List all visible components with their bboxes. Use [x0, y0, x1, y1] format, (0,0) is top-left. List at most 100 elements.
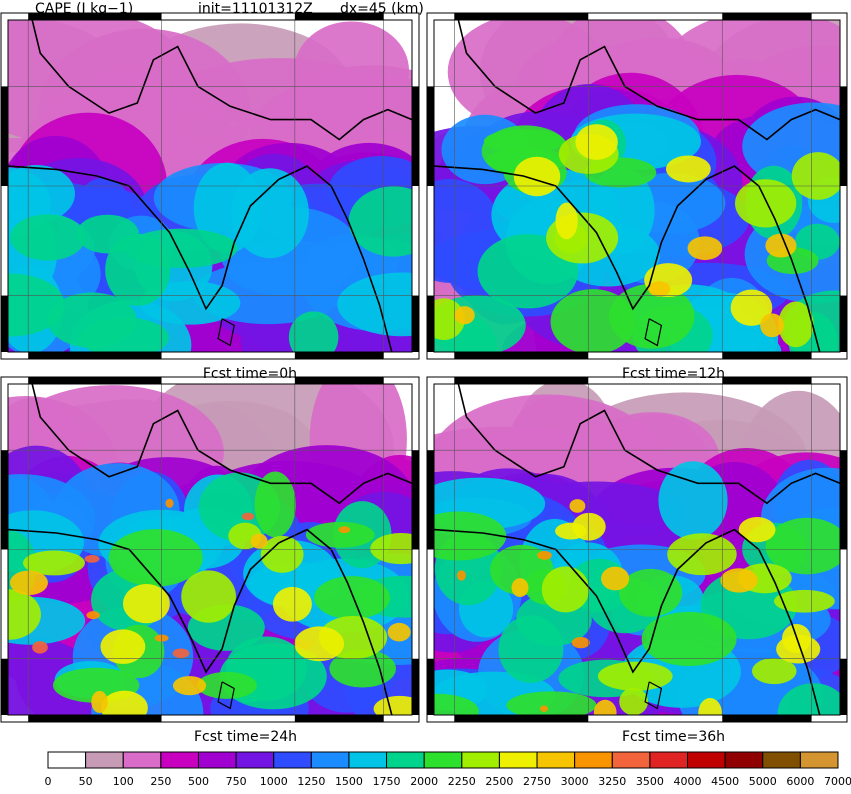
frame-bar: [28, 715, 161, 722]
cape-shade: [598, 662, 673, 691]
frame-bar: [454, 13, 588, 20]
frame-bar: [454, 377, 588, 384]
colorbar-box: [198, 752, 236, 768]
cape-shade: [540, 705, 548, 711]
cape-shade: [294, 21, 409, 119]
colorbar-box: [86, 752, 124, 768]
cape-shade: [411, 511, 507, 560]
colorbar-label: 3250: [598, 775, 626, 788]
colorbar-box: [161, 752, 199, 768]
colorbar-box: [123, 752, 161, 768]
cape-shade: [760, 313, 784, 337]
cape-shade: [306, 522, 375, 548]
colorbar-box: [537, 752, 575, 768]
frame-bar: [295, 352, 384, 359]
colorbar-box: [387, 752, 425, 768]
frame-bar: [454, 715, 588, 722]
cape-shade: [251, 534, 268, 549]
colorbar-label: 1250: [297, 775, 325, 788]
colorbar-label: 250: [150, 775, 171, 788]
frame-bar: [427, 450, 434, 549]
frame-bar: [840, 296, 847, 352]
frame-bar: [295, 715, 384, 722]
cape-shade: [792, 152, 845, 200]
colorbar-box: [236, 752, 274, 768]
frame-bar: [722, 715, 811, 722]
cape-shade: [619, 688, 648, 715]
frame-bar: [427, 86, 434, 186]
colorbar-label: 4000: [674, 775, 702, 788]
frame-bar: [1, 659, 8, 715]
colorbar-label: 7000: [824, 775, 851, 788]
cape-shade: [572, 637, 590, 648]
cape-shade: [575, 124, 617, 160]
cape-shade: [109, 529, 203, 586]
cape-shade: [688, 236, 723, 260]
colorbar-box: [274, 752, 312, 768]
panel-label: Fcst time=24h: [194, 729, 297, 745]
frame-bar: [722, 352, 811, 359]
frame-bar: [840, 86, 847, 186]
cape-shade: [698, 698, 722, 728]
colorbar-label: 2000: [410, 775, 438, 788]
cape-shade: [569, 499, 585, 513]
cape-shade: [91, 691, 108, 713]
cape-shade: [86, 611, 99, 619]
frame-bar: [1, 296, 8, 352]
frame-bar: [427, 296, 434, 352]
frame-bar: [412, 450, 419, 549]
colorbar-box: [612, 752, 650, 768]
frame-bar: [28, 13, 161, 20]
frame-bar: [427, 659, 434, 715]
frame-bar: [840, 450, 847, 549]
colorbar-label: 6000: [786, 775, 814, 788]
cape-shade: [123, 584, 170, 623]
frame-bar: [28, 352, 161, 359]
colorbar-label: 3500: [636, 775, 664, 788]
colorbar-box: [48, 752, 86, 768]
colorbar-label: 1000: [260, 775, 288, 788]
cape-shade: [370, 533, 432, 564]
frame-bar: [722, 13, 811, 20]
cape-shade: [648, 281, 670, 296]
frame-bar: [28, 377, 161, 384]
colorbar-label: 2750: [523, 775, 551, 788]
cape-shade: [273, 587, 312, 622]
cape-shade: [314, 576, 390, 619]
colorbar-box: [499, 752, 537, 768]
colorbar-box: [311, 752, 349, 768]
colorbar-box: [725, 752, 763, 768]
colorbar-box: [575, 752, 613, 768]
cape-shade: [498, 615, 563, 683]
frame-bar: [840, 659, 847, 715]
colorbar-box: [688, 752, 726, 768]
colorbar-box: [349, 752, 387, 768]
cape-shade: [231, 168, 309, 258]
frame-bar: [454, 352, 588, 359]
colorbar-label: 5000: [749, 775, 777, 788]
frame-bar: [722, 377, 811, 384]
cape-shade: [457, 570, 466, 580]
cape-shade: [10, 570, 48, 595]
colorbar-box: [462, 752, 500, 768]
frame-bar: [1, 450, 8, 549]
colorbar-box: [763, 752, 801, 768]
colorbar-label: 1750: [373, 775, 401, 788]
panel-label: Fcst time=0h: [203, 366, 297, 382]
panel-label: Fcst time=36h: [622, 729, 725, 745]
cape-shade: [181, 570, 236, 622]
cape-shade: [735, 179, 796, 227]
cape-shade: [255, 472, 296, 538]
cape-shade: [720, 568, 757, 592]
cape-shade: [173, 676, 206, 695]
cape-shade: [76, 215, 138, 254]
cape-shade: [765, 234, 796, 258]
frame-bar: [1, 86, 8, 186]
frame-bar: [412, 659, 419, 715]
colorbar-box: [800, 752, 838, 768]
cape-shade: [551, 289, 636, 354]
cape-shade: [10, 214, 85, 260]
cape-shade: [542, 566, 589, 612]
colorbar-label: 100: [113, 775, 134, 788]
